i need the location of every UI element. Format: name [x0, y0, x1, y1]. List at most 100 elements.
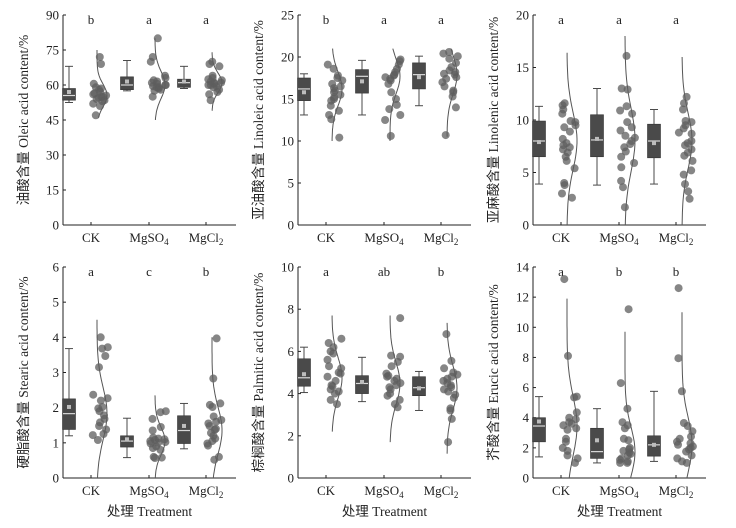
mean-marker — [652, 141, 656, 146]
data-point — [97, 84, 105, 93]
data-point — [623, 458, 632, 467]
x-tick-label-text: MgCl — [189, 230, 220, 245]
significance-letter: ab — [378, 264, 390, 279]
data-point — [148, 444, 157, 453]
data-point — [447, 356, 456, 365]
data-point — [150, 454, 159, 462]
data-point — [334, 106, 343, 115]
y-tick-label: 4 — [53, 330, 60, 345]
data-point — [384, 79, 393, 88]
mean-marker — [417, 386, 421, 391]
data-point — [396, 111, 405, 119]
data-point — [617, 176, 626, 185]
y-tick-label: 10 — [516, 320, 529, 335]
x-tick-label-text: MgCl — [189, 483, 220, 498]
significance-letter: b — [438, 264, 445, 279]
data-point — [329, 349, 338, 358]
data-point — [156, 423, 165, 431]
x-tick-label-text: MgSO — [599, 483, 634, 498]
data-point — [630, 159, 639, 167]
significance-letter: b — [203, 264, 210, 279]
x-tick-label-mgso4: MgSO4 — [364, 483, 404, 500]
mean-marker — [125, 79, 129, 84]
data-point — [617, 163, 626, 172]
data-point — [385, 105, 394, 114]
data-point — [161, 74, 170, 82]
data-point — [336, 90, 345, 99]
data-point — [558, 109, 567, 118]
significance-letter: b — [673, 264, 680, 279]
data-point — [625, 443, 634, 452]
x-tick-label-subscript: 2 — [454, 237, 459, 247]
data-point — [682, 458, 691, 467]
data-point — [95, 363, 103, 372]
data-point — [205, 60, 214, 68]
mean-marker — [360, 379, 364, 384]
data-point — [562, 156, 571, 165]
data-point — [449, 393, 458, 402]
x-tick-label-subscript: 4 — [164, 490, 169, 500]
data-point — [570, 164, 579, 173]
x-axis-label: 处理 Treatment — [107, 504, 193, 519]
x-tick-label-mgcl2: MgCl2 — [659, 230, 694, 247]
x-tick-label-subscript: 4 — [399, 490, 404, 500]
data-point — [444, 438, 453, 447]
density-curve — [566, 298, 578, 479]
y-tick-label: 3 — [53, 365, 60, 380]
data-point — [95, 53, 104, 61]
x-tick-label-mgcl2: MgCl2 — [659, 483, 694, 500]
x-tick-label-ck: CK — [317, 230, 336, 245]
data-point — [101, 352, 110, 360]
data-point — [623, 118, 632, 127]
box-iqr — [590, 427, 604, 459]
x-tick-label-ck: CK — [552, 483, 571, 498]
y-tick-label: 10 — [281, 134, 294, 149]
y-tick-label: 4 — [523, 410, 530, 425]
y-tick-label: 15 — [46, 183, 59, 198]
data-point — [381, 116, 390, 124]
data-point — [95, 407, 104, 416]
y-tick-label: 2 — [53, 400, 60, 415]
data-point — [563, 425, 572, 434]
data-point — [390, 70, 399, 79]
data-point — [561, 437, 570, 446]
data-point — [160, 435, 169, 444]
y-tick-label: 1 — [53, 435, 60, 450]
x-tick-label-ck: CK — [552, 230, 571, 245]
data-point — [98, 92, 107, 101]
x-tick-label-text: MgCl — [659, 483, 690, 498]
x-tick-label-subscript: 4 — [164, 237, 169, 247]
data-point — [329, 64, 338, 73]
data-point — [688, 156, 697, 165]
x-tick-label-text: MgCl — [424, 230, 455, 245]
y-tick-label: 90 — [46, 8, 59, 23]
y-tick-label: 75 — [46, 43, 59, 58]
data-point — [684, 187, 693, 196]
data-point — [619, 183, 627, 192]
data-point — [560, 123, 569, 132]
y-tick-label: 30 — [46, 148, 59, 163]
y-tick-label: 10 — [281, 260, 294, 275]
data-point — [213, 88, 222, 96]
y-axis-label: 亚油酸含量 Linoleic acid content/% — [251, 20, 266, 220]
data-point — [674, 128, 683, 137]
data-point — [683, 422, 692, 430]
y-tick-label: 10 — [516, 113, 529, 128]
y-tick-label: 60 — [46, 78, 59, 93]
x-tick-label-mgso4: MgSO4 — [599, 483, 639, 500]
y-tick-label: 4 — [288, 386, 295, 401]
data-point — [626, 140, 635, 149]
x-tick-label-subscript: 4 — [634, 490, 639, 500]
data-point — [326, 101, 335, 110]
x-tick-label-subscript: 4 — [634, 237, 639, 247]
data-point — [572, 408, 581, 417]
data-point — [211, 424, 220, 433]
significance-letter: a — [88, 264, 94, 279]
data-point — [99, 430, 108, 438]
data-point — [559, 141, 568, 150]
data-point — [387, 362, 396, 371]
density-curve — [624, 35, 636, 226]
data-point — [210, 455, 219, 464]
x-tick-label-ck: CK — [82, 230, 101, 245]
data-point — [146, 57, 155, 66]
